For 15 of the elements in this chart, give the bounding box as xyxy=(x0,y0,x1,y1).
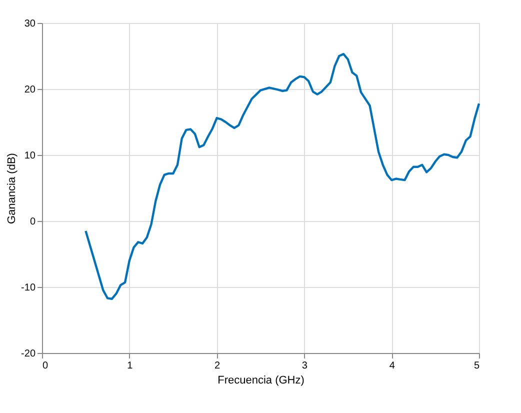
x-tick-label: 1 xyxy=(127,360,134,372)
x-tick-label: 2 xyxy=(214,360,221,372)
line-series xyxy=(84,52,480,300)
x-tick-label: 0 xyxy=(42,360,48,372)
y-tick-label: -10 xyxy=(21,282,36,294)
x-tick-label: 3 xyxy=(302,360,308,372)
y-axis-title: Ganancia (dB) xyxy=(6,153,18,224)
y-tick-label: -20 xyxy=(21,348,36,360)
y-tick-label: 10 xyxy=(24,150,36,162)
y-tick-label: 30 xyxy=(24,18,36,30)
y-tick-label: 0 xyxy=(30,216,36,228)
x-axis-title: Frecuencia (GHz) xyxy=(218,374,304,386)
x-tick-label: 5 xyxy=(474,360,480,372)
x-tick-label: 4 xyxy=(389,360,396,372)
y-tick-label: 20 xyxy=(24,84,36,96)
